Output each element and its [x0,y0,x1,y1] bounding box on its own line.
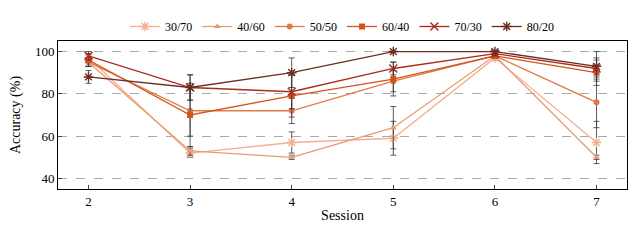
svg-text:60: 60 [41,129,54,144]
svg-text:3: 3 [187,194,194,209]
svg-text:2: 2 [85,194,92,209]
svg-text:7: 7 [593,194,600,209]
svg-text:70/30: 70/30 [454,20,481,34]
svg-text:40: 40 [41,171,54,186]
svg-text:5: 5 [390,194,397,209]
svg-text:50/50: 50/50 [310,20,337,34]
svg-text:6: 6 [492,194,499,209]
svg-text:30/70: 30/70 [165,20,192,34]
svg-text:100: 100 [35,44,55,59]
svg-text:40/60: 40/60 [237,20,264,34]
svg-text:60/40: 60/40 [382,20,409,34]
svg-text:4: 4 [288,194,295,209]
svg-text:80/20: 80/20 [527,20,554,34]
svg-text:Session: Session [321,208,364,223]
svg-text:Accuracy (%): Accuracy (%) [8,76,24,154]
svg-text:80: 80 [41,86,54,101]
